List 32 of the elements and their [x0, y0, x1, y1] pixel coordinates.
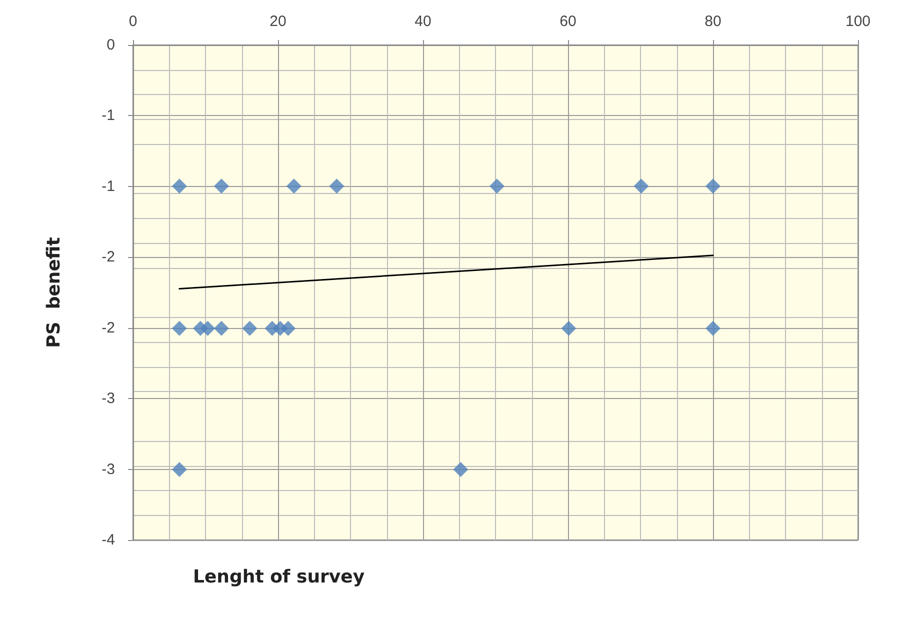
- point: [706, 320, 720, 336]
- x-tick-label: 0: [128, 13, 138, 30]
- x-tick-label: 60: [560, 13, 576, 30]
- y-tick-label: -3: [102, 390, 115, 408]
- point: [280, 320, 296, 336]
- point: [286, 178, 302, 194]
- point: [453, 462, 468, 477]
- y-tick-label: -1: [102, 107, 115, 124]
- point: [242, 320, 258, 336]
- x-tick-label: 20: [270, 13, 286, 30]
- point: [706, 178, 720, 194]
- point: [214, 178, 229, 194]
- y-tick-label: -1: [102, 178, 115, 195]
- point: [329, 178, 344, 194]
- point: [172, 320, 187, 336]
- x-axis-title: Lenght of survey: [193, 566, 365, 588]
- y-tick-label: -2: [102, 248, 115, 266]
- y-tick-label: -3: [102, 460, 115, 478]
- point: [561, 320, 576, 336]
- point: [634, 178, 649, 194]
- x-tick-label: 80: [704, 13, 722, 30]
- point: [172, 462, 187, 477]
- y-tick-label: 0: [106, 36, 115, 54]
- x-tick-label: 40: [414, 13, 432, 30]
- y-axis-title: PS benefit: [44, 236, 64, 348]
- point: [172, 178, 187, 194]
- point: [489, 178, 504, 194]
- y-tick-label: -2: [102, 319, 115, 336]
- y-tick-label: -4: [102, 532, 115, 548]
- point: [214, 320, 229, 336]
- point: [200, 320, 216, 336]
- x-tick-label: 100: [845, 13, 871, 30]
